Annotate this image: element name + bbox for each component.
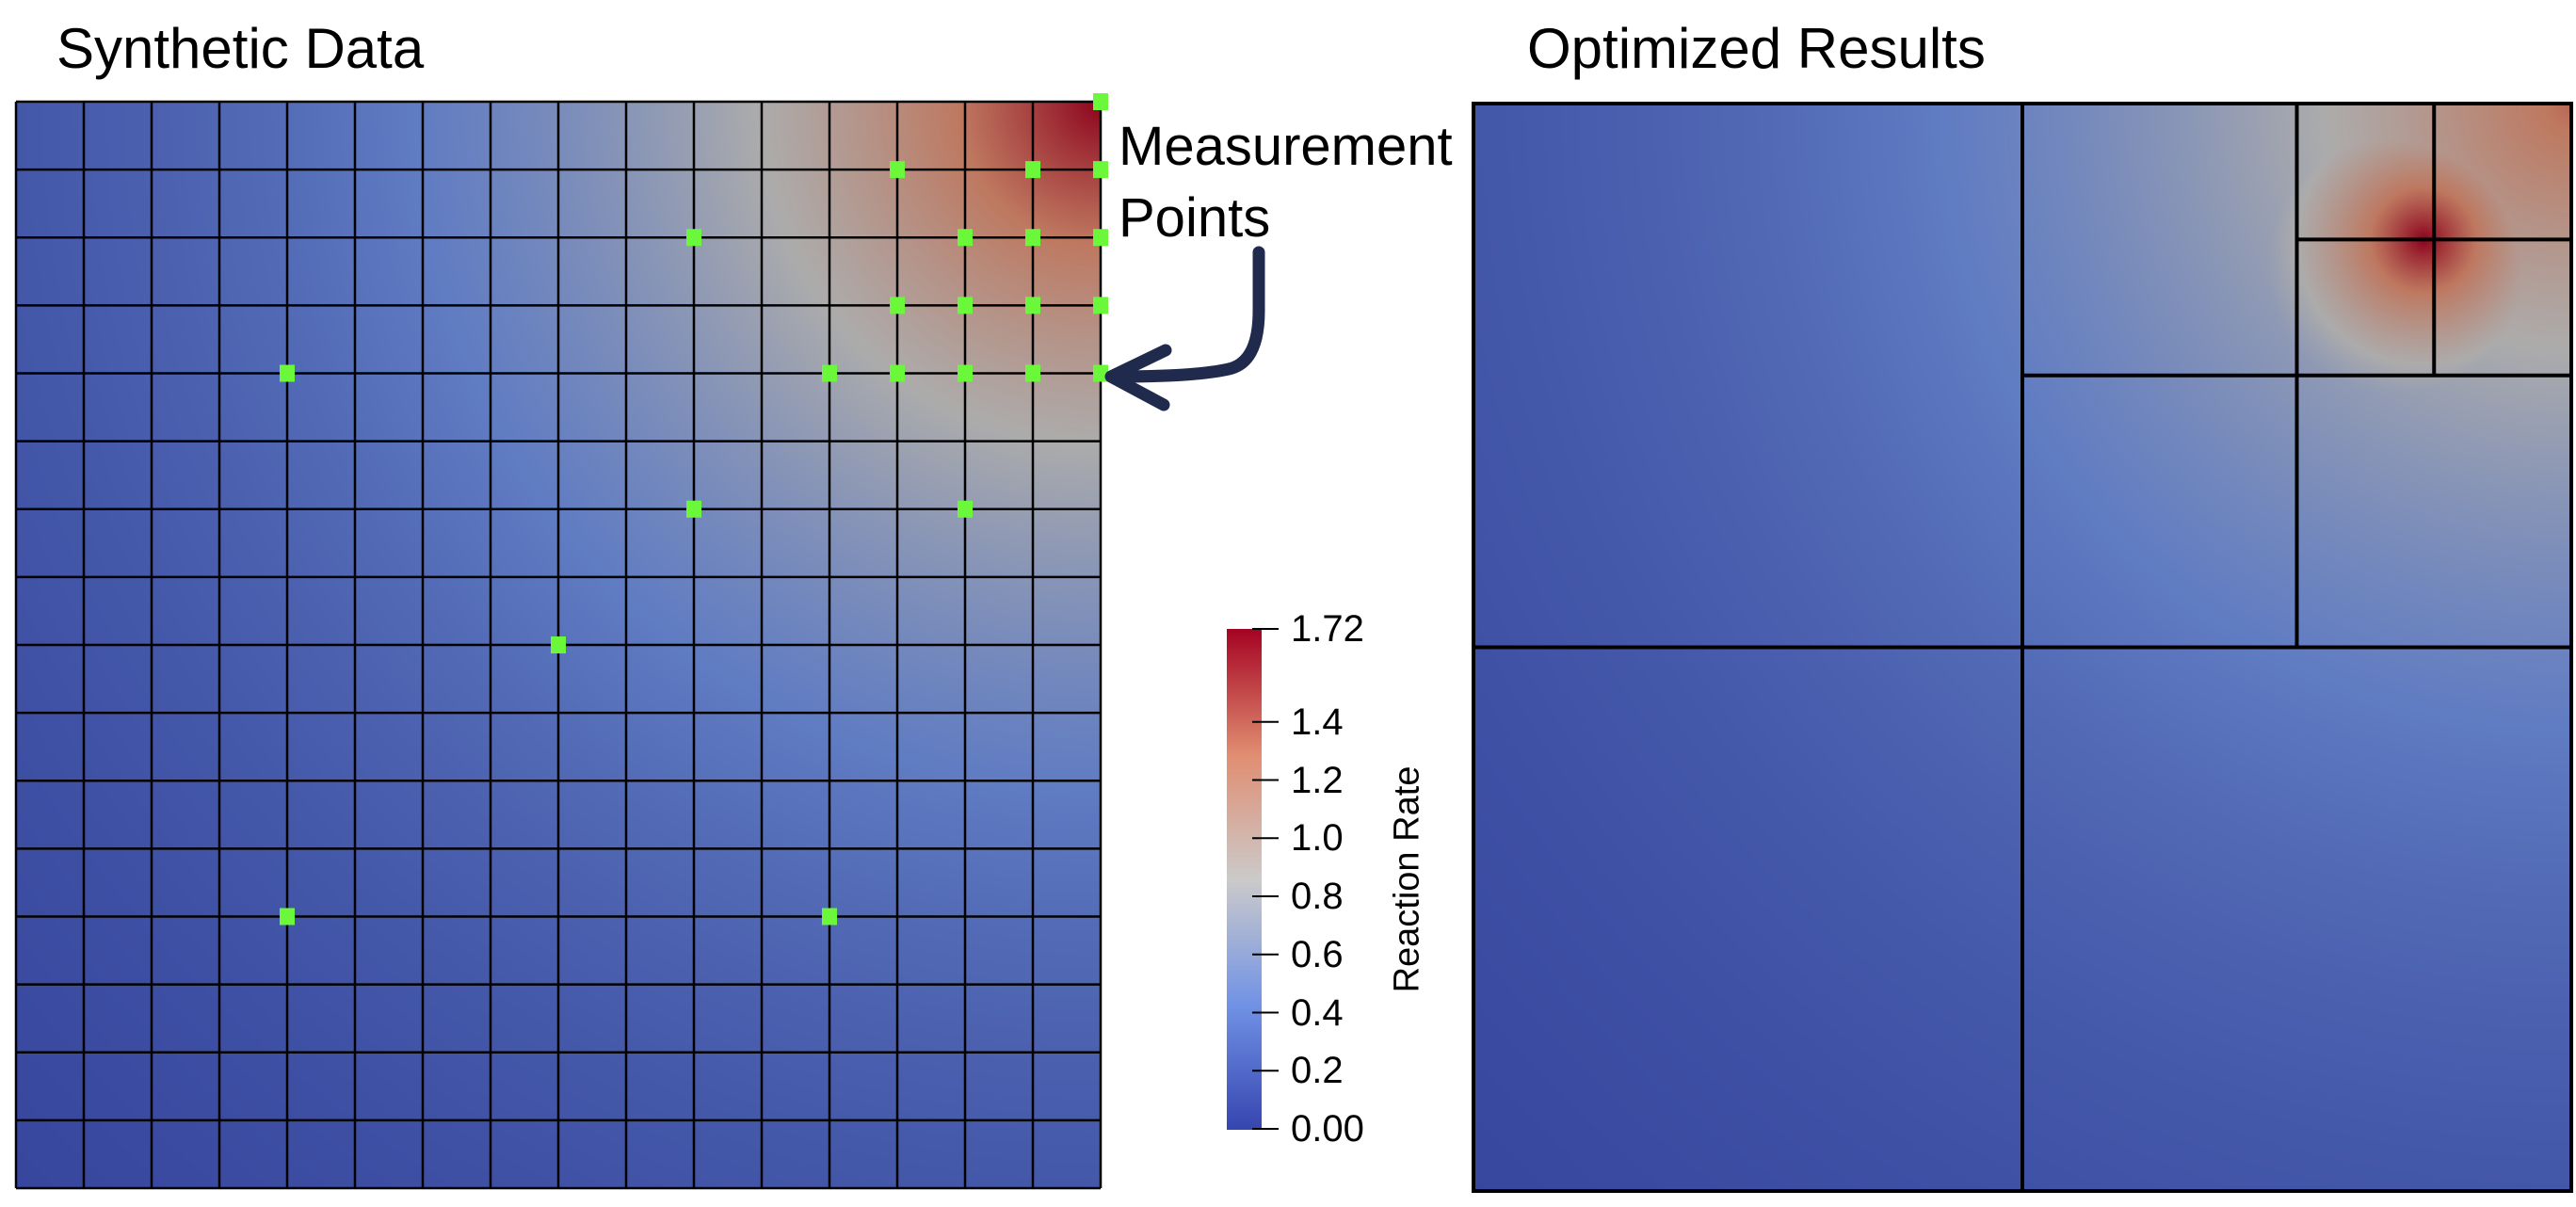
curved-arrow-icon xyxy=(1109,246,1265,383)
synthetic-data-heatmap xyxy=(14,93,1108,1190)
colorbar-gradient xyxy=(1227,629,1262,1130)
measurement-point xyxy=(1093,364,1108,382)
measurement-point xyxy=(1025,364,1040,382)
measurement-point xyxy=(822,364,837,382)
measurement-point xyxy=(686,500,701,518)
measurement-point xyxy=(1093,161,1108,179)
colorbar-tick-label: 1.0 xyxy=(1291,817,1344,860)
measurement-point xyxy=(1025,161,1040,179)
optimized-results-heatmap xyxy=(1472,102,2573,1193)
measurement-point xyxy=(890,297,905,314)
colorbar-tick-label: 0.4 xyxy=(1291,991,1344,1034)
measurement-point xyxy=(280,364,295,382)
measurement-point xyxy=(1025,297,1040,314)
colorbar-tick-label: 1.72 xyxy=(1291,608,1364,650)
colorbar-tick-label: 0.00 xyxy=(1291,1108,1364,1150)
colorbar-tick-label: 0.6 xyxy=(1291,933,1344,975)
colorbar-tick-label: 1.2 xyxy=(1291,759,1344,801)
colorbar-ticks xyxy=(1252,628,1279,1130)
measurement-point xyxy=(958,364,973,382)
measurement-point xyxy=(1093,229,1108,247)
colorbar-title: Reaction Rate xyxy=(1387,765,1427,993)
measurement-point xyxy=(958,297,973,314)
annotation-line-2: Points xyxy=(1119,187,1271,249)
measurement-point xyxy=(551,636,566,653)
optimized-mesh xyxy=(1472,102,2573,1193)
colorbar-tick-label: 1.4 xyxy=(1291,700,1344,743)
measurement-point xyxy=(1025,229,1040,247)
left-panel-title: Synthetic Data xyxy=(56,17,425,80)
measurement-point xyxy=(280,908,295,925)
measurement-point xyxy=(1093,93,1108,110)
measurement-point xyxy=(958,500,973,518)
synthetic-mesh xyxy=(14,93,1108,1190)
right-panel-title: Optimized Results xyxy=(1527,17,1986,80)
measurement-point xyxy=(1093,297,1108,314)
measurement-point xyxy=(822,908,837,925)
measurement-point xyxy=(686,229,701,247)
arrow-head-icon xyxy=(1104,344,1172,411)
measurement-point xyxy=(958,229,973,247)
measurement-point xyxy=(890,364,905,382)
colorbar: 1.72 1.4 1.2 1.0 0.8 0.6 0.4 0.2 0.00 Reaction R… xyxy=(1227,610,1603,1148)
colorbar-tick-label: 0.2 xyxy=(1291,1050,1344,1092)
colorbar-tick-label: 0.8 xyxy=(1291,876,1344,918)
annotation-line-1: Measurement xyxy=(1119,116,1453,177)
measurement-point xyxy=(890,161,905,179)
measurement-points-label: Measurement Points xyxy=(1119,111,1453,254)
